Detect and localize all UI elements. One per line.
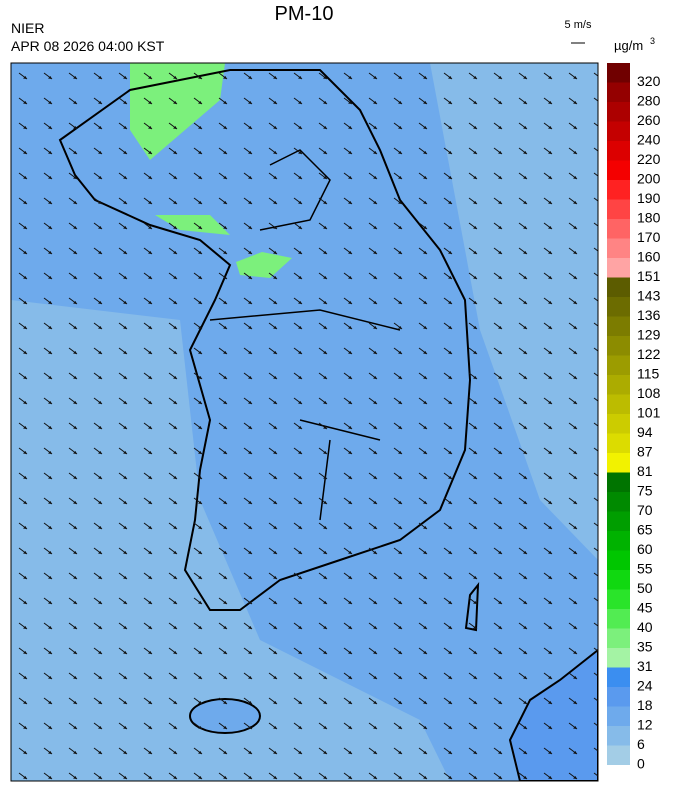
colorbar-segment [607,375,630,395]
colorbar-label: 190 [637,190,661,206]
agency: NIER [11,20,44,36]
colorbar-label: 108 [637,385,661,401]
colorbar-segment [607,180,630,200]
colorbar-segment [607,570,630,590]
colorbar-segment [607,667,630,687]
colorbar-segment [607,82,630,102]
colorbar-label: 24 [637,678,653,694]
colorbar-label: 143 [637,288,661,304]
colorbar-segment [607,121,630,141]
colorbar-segment [607,297,630,317]
colorbar-segment [607,394,630,414]
colorbar-label: 101 [637,405,661,421]
colorbar-label: 151 [637,268,661,284]
colorbar-label: 40 [637,619,653,635]
title: PM-10 [275,3,334,25]
colorbar-segment [607,589,630,609]
colorbar-segment [607,648,630,668]
colorbar-segment [607,63,630,83]
colorbar-label: 55 [637,561,653,577]
colorbar-label: 170 [637,229,661,245]
colorbar-segment [607,492,630,512]
colorbar-label: 35 [637,639,653,655]
colorbar-segment [607,472,630,492]
colorbar-segment [607,745,630,765]
colorbar-segment [607,414,630,434]
colorbar-label: 320 [637,73,661,89]
colorbar-segment [607,258,630,278]
colorbar-label: 115 [637,366,660,382]
colorbar-label: 70 [637,502,653,518]
map-frame [10,62,599,782]
colorbar-segment [607,433,630,453]
colorbar-segment [607,336,630,356]
colorbar-segment [607,355,630,375]
unit: µg/m [614,38,643,53]
colorbar-label: 65 [637,522,653,538]
colorbar-label: 75 [637,483,653,499]
colorbar-segment [607,628,630,648]
colorbar-segment [607,609,630,629]
datetime: APR 08 2026 04:00 KST [11,38,165,54]
colorbar-segment [607,277,630,297]
colorbar-segment [607,316,630,336]
colorbar-label: 180 [637,210,661,226]
unit-sup: 3 [650,36,655,46]
colorbar-label: 87 [637,444,653,460]
colorbar-segment [607,141,630,161]
colorbar-segment [607,238,630,258]
colorbar-label: 122 [637,346,661,362]
colorbar-label: 129 [637,327,661,343]
colorbar-label: 81 [637,463,653,479]
colorbar: 0 6 12 18 24 31 35 40 45 50 55 60 65 70 75 81 87 94 101 108… [607,63,661,772]
colorbar-segment [607,726,630,746]
colorbar-segment [607,199,630,219]
colorbar-segment [607,531,630,551]
colorbar-label: 260 [637,112,661,128]
colorbar-segment [607,550,630,570]
colorbar-segment [607,219,630,239]
colorbar-label: 31 [637,658,653,674]
colorbar-label: 160 [637,249,661,265]
colorbar-label: 94 [637,424,653,440]
colorbar-segment [607,453,630,473]
colorbar-segment [607,687,630,707]
colorbar-label: 6 [637,736,645,752]
wind-arrows [11,63,598,781]
colorbar-label: 240 [637,132,661,148]
colorbar-label: 50 [637,580,653,596]
colorbar-label: 280 [637,93,661,109]
colorbar-segment [607,511,630,531]
colorbar-label: 18 [637,697,653,713]
colorbar-label: 12 [637,717,653,733]
colorbar-label: 0 [637,756,645,772]
colorbar-segment [607,706,630,726]
colorbar-segment [607,102,630,122]
colorbar-label: 200 [637,171,661,187]
colorbar-segment [607,160,630,180]
wind-scale-label: 5 m/s [565,19,592,31]
map [11,63,598,781]
colorbar-label: 45 [637,600,653,616]
colorbar-label: 220 [637,151,661,167]
colorbar-label: 136 [637,307,661,323]
colorbar-label: 60 [637,541,653,557]
